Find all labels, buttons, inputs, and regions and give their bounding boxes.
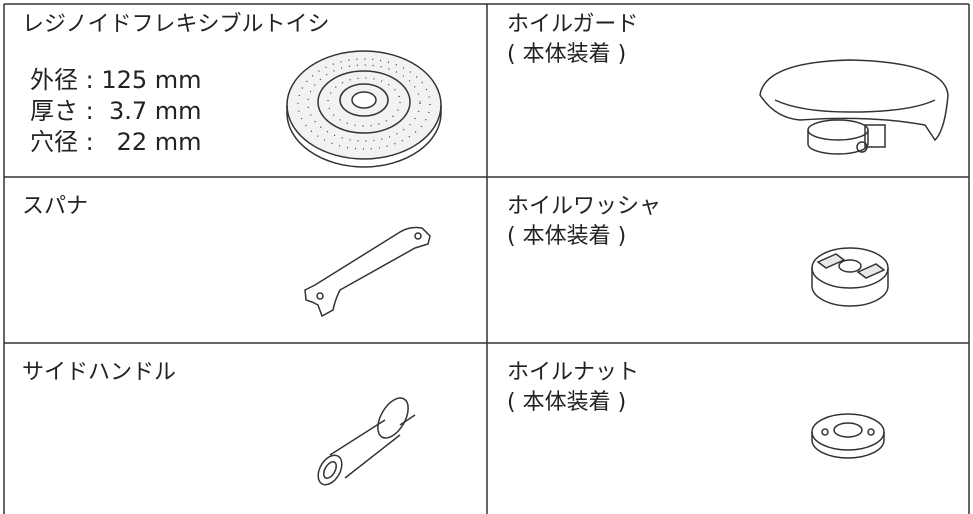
cell-title: スパナ <box>22 194 89 219</box>
cell-title: サイドハンドル <box>22 360 177 385</box>
washer-icon <box>811 247 889 307</box>
guard-icon <box>759 59 949 155</box>
spec: 穴径 : 22 mm <box>30 128 202 156</box>
cell-note: ( 本体装着 ) <box>507 390 627 415</box>
spec: 外径 : 125 mm <box>30 66 202 94</box>
disc-icon <box>286 50 442 168</box>
cell-title: ホイルガード <box>507 12 639 37</box>
spec: 厚さ : 3.7 mm <box>30 97 202 125</box>
cell-note: ( 本体装着 ) <box>507 224 627 249</box>
cell-title: ホイルナット <box>507 360 640 385</box>
spanner-icon <box>304 226 431 318</box>
handle-icon <box>317 397 416 486</box>
cell-note: ( 本体装着 ) <box>507 42 627 67</box>
nut-icon <box>811 413 885 459</box>
cell-title: レジノイドフレキシブルトイシ <box>22 12 330 37</box>
grid <box>3 3 970 514</box>
cell-title: ホイルワッシャ <box>507 194 662 219</box>
